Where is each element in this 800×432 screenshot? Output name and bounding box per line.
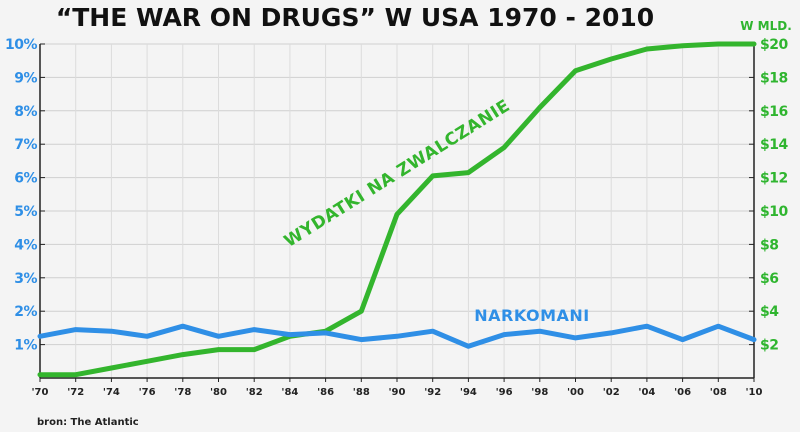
- left-axis-tick-label: 1%: [14, 338, 37, 354]
- spending-data-point: [144, 359, 150, 364]
- spending-data-point: [716, 41, 721, 47]
- spending-data-point: [180, 352, 185, 357]
- right-axis-tick-label: $10: [760, 204, 788, 220]
- x-axis-tick-label: '98: [531, 387, 548, 398]
- x-axis-tick-label: '08: [710, 387, 727, 398]
- x-axis-tick-label: '86: [317, 387, 334, 398]
- addicts-data-point: [216, 334, 221, 339]
- x-axis-tick-label: '84: [281, 387, 298, 398]
- right-axis-tick-label: $12: [760, 171, 788, 187]
- addicts-data-point: [359, 337, 364, 342]
- spending-data-point: [644, 46, 650, 52]
- spending-data-point: [216, 347, 221, 352]
- left-axis-tick-label: 7%: [14, 137, 37, 153]
- addicts-data-point: [252, 327, 257, 332]
- left-axis-tick-label: 8%: [14, 104, 37, 120]
- addicts-data-point: [537, 329, 542, 334]
- addicts-data-point: [501, 332, 507, 337]
- spending-data-point: [252, 347, 257, 352]
- right-axis-tick-label: $8: [760, 237, 778, 253]
- axis-layer: 1% 2% 3% 4% 5% 6% 7% 8% 9% 10% $2 $4 $6 $8 $10 $12 $14 $1…: [5, 37, 789, 398]
- x-axis-tick-label: '92: [424, 387, 441, 398]
- addicts-data-point: [430, 329, 435, 334]
- x-axis-tick-label: '80: [210, 387, 227, 398]
- left-axis-tick-label: 3%: [14, 271, 37, 287]
- x-axis-tick-label: '04: [638, 387, 655, 398]
- spending-data-point: [359, 309, 364, 314]
- right-axis-tick-label: $14: [760, 137, 788, 153]
- spending-data-point: [680, 43, 685, 48]
- x-axis-tick-label: '96: [496, 387, 513, 398]
- spending-data-point: [430, 173, 435, 179]
- left-axis-tick-label: 4%: [14, 237, 37, 253]
- spending-data-point: [37, 372, 43, 377]
- x-axis-tick-label: '00: [567, 387, 584, 398]
- addicts-data-point: [37, 334, 43, 339]
- right-axis-tick-label: $4: [760, 304, 779, 320]
- spending-data-point: [537, 105, 542, 110]
- addicts-data-point: [144, 334, 150, 339]
- addicts-series-label: NARKOMANI: [474, 306, 590, 325]
- x-axis-tick-label: '88: [353, 387, 370, 398]
- x-axis-tick-label: '06: [674, 387, 691, 398]
- addicts-data-point: [751, 337, 757, 342]
- x-axis-tick-label: '70: [32, 387, 49, 398]
- addicts-data-point: [73, 327, 78, 332]
- x-axis-tick-label: '74: [103, 387, 120, 398]
- spending-data-point: [73, 372, 78, 377]
- x-axis-tick-label: '94: [460, 387, 477, 398]
- left-axis-tick-label: 2%: [14, 304, 37, 320]
- x-axis-tick-label: '82: [246, 387, 263, 398]
- spending-data-point: [501, 145, 507, 150]
- addicts-data-point: [644, 324, 650, 329]
- right-axis-tick-label: $18: [760, 70, 788, 86]
- x-axis-tick-label: '72: [67, 387, 84, 398]
- addicts-data-point: [466, 344, 471, 349]
- x-axis-tick-label: '76: [139, 387, 156, 398]
- left-axis-tick-label: 10%: [5, 37, 37, 53]
- right-axis-tick-label: $20: [760, 37, 788, 53]
- spending-data-point: [609, 56, 614, 62]
- x-axis-tick-label: '90: [389, 387, 406, 398]
- right-axis-tick-label: $6: [760, 271, 778, 287]
- addicts-data-point: [323, 330, 328, 336]
- addicts-data-point: [680, 337, 685, 342]
- spending-data-point: [751, 41, 757, 47]
- right-axis-tick-label: $16: [760, 104, 788, 120]
- spending-data-point: [109, 365, 114, 371]
- spending-data-point: [466, 170, 471, 175]
- left-axis-tick-label: 9%: [14, 70, 37, 86]
- addicts-data-point: [573, 335, 578, 341]
- addicts-data-point: [109, 329, 114, 334]
- left-axis-tick-label: 5%: [14, 204, 37, 220]
- addicts-data-point: [180, 324, 185, 329]
- chart-title: “THE WAR ON DRUGS” W USA 1970 - 2010: [56, 3, 654, 32]
- right-axis-unit-label: W MLD.: [740, 19, 792, 33]
- x-axis-tick-label: '78: [174, 387, 191, 398]
- addicts-data-point: [394, 334, 400, 339]
- source-note: bron: The Atlantic: [37, 417, 139, 428]
- addicts-data-point: [287, 332, 293, 337]
- addicts-data-point: [609, 330, 614, 336]
- series-layer: [37, 41, 757, 378]
- spending-data-point: [394, 212, 400, 217]
- x-axis-tick-label: '10: [746, 387, 763, 398]
- spending-data-point: [573, 68, 578, 73]
- addicts-data-point: [716, 324, 721, 329]
- grid-layer: [40, 43, 754, 378]
- left-axis-tick-label: 6%: [14, 171, 37, 187]
- right-axis-tick-label: $2: [760, 338, 778, 354]
- x-axis-tick-label: '02: [603, 387, 620, 398]
